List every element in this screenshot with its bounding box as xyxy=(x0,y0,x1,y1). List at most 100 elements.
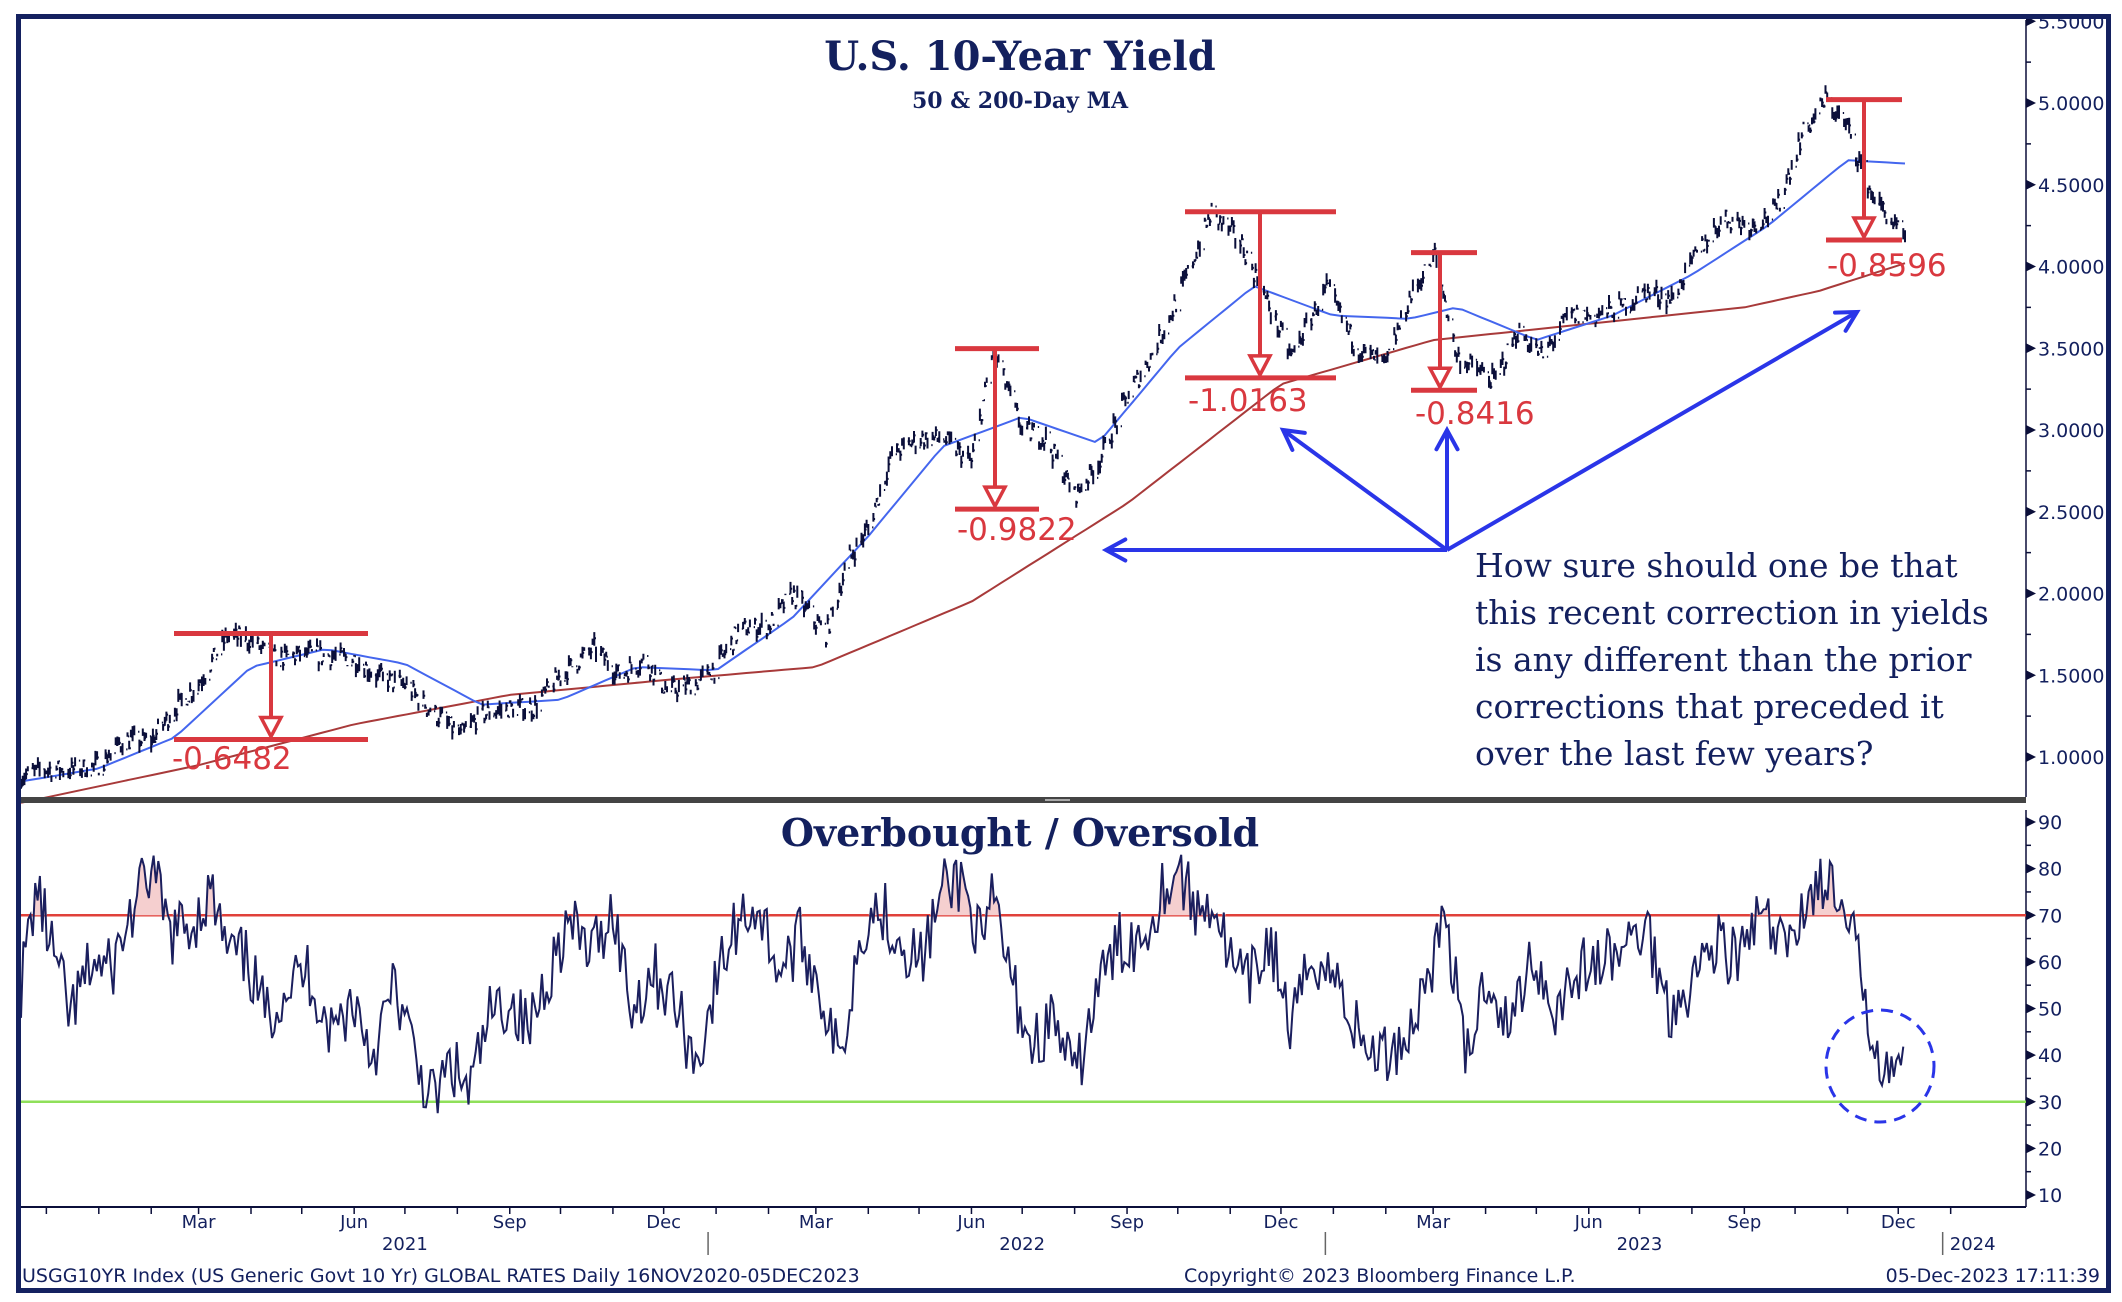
rsi-tick-marker xyxy=(2026,956,2036,967)
chart-subtitle: 50 & 200-Day MA xyxy=(912,88,1129,114)
yield-tick-label: 1.0000 xyxy=(2038,747,2104,769)
rsi-tick-marker xyxy=(2026,1003,2036,1014)
rsi-axis: 10 20 30 40 50 60 70 80 90 xyxy=(21,810,2062,1207)
yield-tick-marker xyxy=(2026,343,2036,354)
drawdown-arrowhead xyxy=(1851,216,1877,241)
yield-tick-marker xyxy=(2026,506,2036,517)
security-description: USGG10YR Index (US Generic Govt 10 Yr) G… xyxy=(22,1265,860,1287)
rsi-title: Overbought / Oversold xyxy=(781,810,1259,855)
rsi-tick-label: 40 xyxy=(2038,1045,2062,1067)
month-label: Jun xyxy=(339,1212,368,1233)
month-label: Sep xyxy=(493,1212,527,1233)
rsi-tick-label: 90 xyxy=(2038,812,2062,834)
rsi-series xyxy=(20,854,1905,1114)
panel-divider-grip[interactable] xyxy=(1045,799,1070,801)
drawdown-arrowhead xyxy=(982,485,1008,510)
yield-tick-marker xyxy=(2026,179,2036,190)
yield-tick-label: 5.0000 xyxy=(2038,93,2104,115)
yield-tick-label: 2.0000 xyxy=(2038,584,2104,606)
drawdown-annotation: -1.0163 xyxy=(1185,209,1336,419)
blue-arrow-shaft xyxy=(1445,310,1859,552)
yield-tick-marker xyxy=(2026,425,2036,435)
month-label: Sep xyxy=(1727,1212,1761,1233)
note-line: this recent correction in yields xyxy=(1475,593,1989,632)
year-label: 2022 xyxy=(999,1234,1045,1255)
ma200-line xyxy=(20,262,1906,804)
rsi-tick-marker xyxy=(2026,817,2036,827)
rsi-tick-label: 30 xyxy=(2038,1092,2062,1114)
drawdown-arrowhead xyxy=(1247,354,1273,379)
timestamp: 05-Dec-2023 17:11:39 xyxy=(1886,1265,2100,1287)
rsi-tick-label: 20 xyxy=(2038,1138,2062,1160)
drawdown-label: -0.8416 xyxy=(1415,396,1535,432)
yield-series xyxy=(20,85,1906,804)
blue-arrow-shaft xyxy=(1281,428,1449,552)
drawdown-annotation: -0.8596 xyxy=(1826,97,1947,284)
month-label: Mar xyxy=(799,1212,834,1233)
rsi-tick-marker xyxy=(2026,1143,2036,1154)
time-axis: Mar Jun Sep Dec Mar Jun Sep Dec Mar Jun Sep Dec 2021… xyxy=(21,1206,2026,1255)
yield-tick-marker xyxy=(2026,670,2036,681)
rsi-tick-marker xyxy=(2026,910,2036,921)
commentary-arrows xyxy=(1101,309,1861,563)
yield-tick-label: 1.5000 xyxy=(2038,665,2104,687)
rsi-line xyxy=(20,854,1905,1114)
yield-tick-marker xyxy=(2026,261,2036,272)
overbought-fill xyxy=(21,854,1904,916)
note-line: How sure should one be that xyxy=(1475,546,1958,585)
rsi-tick-label: 60 xyxy=(2038,952,2062,974)
rsi-tick-label: 80 xyxy=(2038,859,2062,881)
rsi-tick-marker xyxy=(2026,1190,2036,1200)
commentary-note: How sure should one be that this recent … xyxy=(1475,546,1989,773)
copyright: Copyright© 2023 Bloomberg Finance L.P. xyxy=(1184,1265,1576,1287)
rsi-tick-marker xyxy=(2026,1050,2036,1061)
yield-tick-label: 3.0000 xyxy=(2038,420,2104,442)
drawdown-label: -1.0163 xyxy=(1188,383,1308,419)
drawdown-annotations: -0.6482 -0.9822 -1.0163 -0.8416 -0.8596 xyxy=(172,97,1947,777)
rsi-tick-label: 70 xyxy=(2038,905,2062,927)
month-label: Sep xyxy=(1110,1212,1144,1233)
month-label: Mar xyxy=(182,1212,217,1233)
chart-title: U.S. 10-Year Yield xyxy=(824,33,1215,80)
rsi-panel: Overbought / Oversold 10 20 30 40 50 60 70 80 90 xyxy=(20,810,2062,1207)
yield-tick-label: 4.0000 xyxy=(2038,257,2104,279)
note-line: over the last few years? xyxy=(1475,734,1873,773)
month-label: Jun xyxy=(956,1212,985,1233)
blue-arrowhead xyxy=(1434,425,1460,452)
drawdown-arrowhead xyxy=(258,715,284,741)
year-label: 2023 xyxy=(1617,1234,1663,1255)
outer-frame xyxy=(16,14,2111,1293)
drawdown-label: -0.8596 xyxy=(1827,248,1947,284)
blue-arrowhead xyxy=(1101,537,1128,563)
month-label: Mar xyxy=(1416,1212,1451,1233)
drawdown-annotation: -0.6482 xyxy=(172,631,368,777)
yield-tick-label: 3.5000 xyxy=(2038,338,2104,360)
rsi-tick-label: 50 xyxy=(2038,999,2062,1021)
drawdown-annotation: -0.8416 xyxy=(1411,250,1535,432)
month-label: Dec xyxy=(646,1212,681,1233)
month-label: Dec xyxy=(1264,1212,1299,1233)
month-label: Dec xyxy=(1881,1212,1916,1233)
note-line: corrections that preceded it xyxy=(1475,687,1944,726)
yield-tick-marker xyxy=(2026,98,2036,108)
panel-divider[interactable] xyxy=(21,797,2026,803)
dashed-circle-highlight xyxy=(1824,1008,1936,1124)
blue-arrowhead xyxy=(1833,309,1861,333)
drawdown-arrowhead xyxy=(1427,366,1453,392)
year-label: 2024 xyxy=(1950,1234,1996,1255)
note-line: is any different than the prior xyxy=(1475,640,1972,679)
drawdown-annotation: -0.9822 xyxy=(955,346,1077,548)
month-label: Jun xyxy=(1574,1212,1603,1233)
yield-tick-marker xyxy=(2026,588,2036,599)
rsi-tick-label: 10 xyxy=(2038,1185,2062,1207)
yield-tick-marker xyxy=(2026,752,2036,762)
yield-tick-label: 2.5000 xyxy=(2038,502,2104,524)
rsi-tick-marker xyxy=(2026,1096,2036,1107)
rsi-tick-marker xyxy=(2026,863,2036,874)
drawdown-label: -0.9822 xyxy=(957,512,1077,548)
drawdown-label: -0.6482 xyxy=(172,741,292,777)
blue-arrowhead xyxy=(1279,427,1307,452)
year-label: 2021 xyxy=(382,1234,428,1255)
yield-tick-label: 4.5000 xyxy=(2038,175,2104,197)
